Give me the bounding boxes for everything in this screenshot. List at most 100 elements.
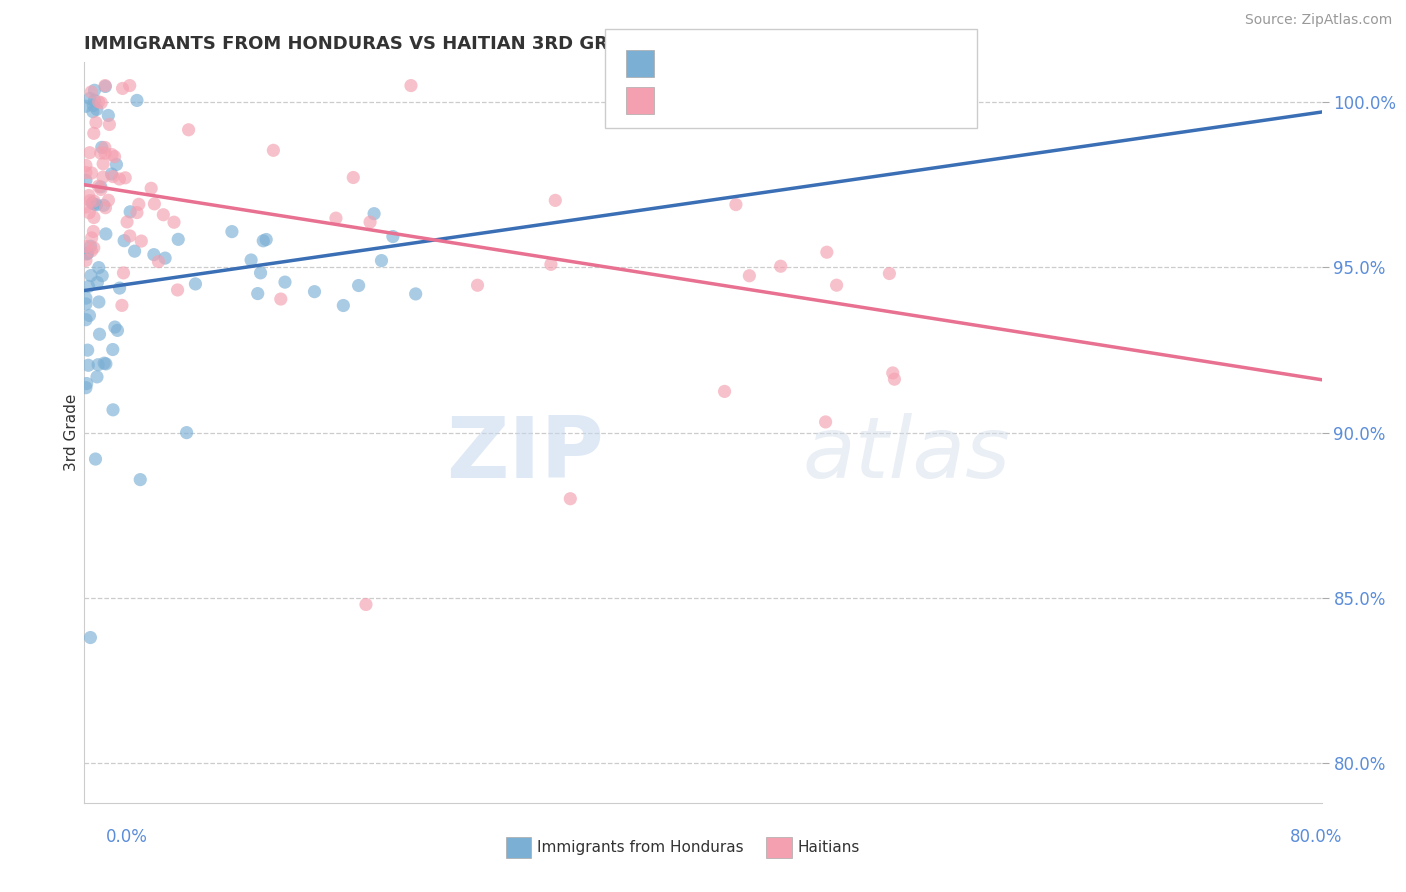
Point [89, 327, 111, 342]
Point [177, 122, 200, 136]
Point [108, 172, 131, 186]
Point [79, 194, 101, 208]
Point [93, 356, 115, 370]
Point [87, 295, 110, 310]
Point [254, 233, 277, 247]
Point [82, 104, 104, 119]
Point [405, 287, 427, 301]
Point [347, 278, 370, 293]
Point [91, 268, 114, 283]
Point [101, 169, 124, 184]
Point [270, 292, 292, 306]
Point [83, 197, 105, 211]
Point [75, 253, 97, 268]
Point [77, 279, 100, 293]
Point [75, 158, 97, 172]
Point [76, 343, 98, 358]
Point [94, 201, 117, 215]
Point [112, 234, 135, 248]
Point [882, 366, 904, 380]
Point [79, 239, 101, 253]
Point [814, 415, 837, 429]
Point [83, 94, 105, 108]
Text: Haitians: Haitians [797, 840, 859, 855]
Point [363, 207, 385, 221]
Point [94, 79, 117, 94]
Point [80, 85, 103, 99]
Point [75, 165, 97, 179]
Point [883, 372, 905, 386]
Text: atlas: atlas [801, 413, 1010, 496]
Point [91, 170, 114, 185]
Point [163, 215, 186, 229]
Text: R = 0.340   N = 72: R = 0.340 N = 72 [662, 54, 846, 71]
Point [97, 108, 120, 122]
Point [118, 228, 141, 243]
Y-axis label: 3rd Grade: 3rd Grade [63, 394, 79, 471]
Text: 80.0%: 80.0% [1291, 828, 1343, 846]
Point [93, 198, 115, 212]
Point [252, 234, 274, 248]
Point [129, 473, 152, 487]
Point [825, 278, 848, 293]
Point [94, 227, 117, 241]
Point [118, 78, 141, 93]
Point [97, 194, 120, 208]
Point [101, 147, 124, 161]
Point [246, 286, 269, 301]
Point [82, 98, 104, 112]
Point [75, 99, 97, 113]
Point [75, 381, 97, 395]
Point [80, 244, 103, 258]
Point [167, 232, 190, 246]
Point [342, 170, 364, 185]
Point [84, 452, 107, 467]
Point [108, 281, 131, 295]
Point [152, 208, 174, 222]
Point [83, 194, 105, 208]
Point [115, 215, 138, 229]
Point [80, 166, 103, 180]
Text: R = -0.511   N = 74: R = -0.511 N = 74 [662, 91, 853, 109]
Point [86, 198, 108, 212]
Point [91, 157, 114, 171]
Point [75, 291, 97, 305]
Point [76, 246, 98, 260]
Point [80, 268, 103, 283]
Point [86, 276, 108, 290]
Point [713, 384, 735, 399]
Point [142, 247, 165, 261]
Point [80, 231, 103, 245]
Point [83, 83, 105, 97]
Point [90, 146, 112, 161]
Point [90, 180, 112, 194]
Point [94, 357, 117, 371]
Point [87, 179, 110, 194]
Point [75, 200, 97, 214]
Point [101, 402, 124, 417]
Point [75, 312, 97, 326]
Point [304, 285, 326, 299]
Point [76, 247, 98, 261]
Point [75, 239, 97, 253]
Text: Immigrants from Honduras: Immigrants from Honduras [537, 840, 744, 855]
Point [90, 140, 112, 154]
Point [148, 254, 170, 268]
Point [79, 309, 101, 323]
Point [143, 197, 166, 211]
Point [90, 95, 112, 110]
Point [332, 298, 354, 312]
Point [84, 115, 107, 129]
Point [104, 320, 127, 334]
Point [141, 181, 163, 195]
Point [124, 244, 146, 259]
Point [79, 631, 101, 645]
Point [125, 205, 148, 219]
Point [105, 157, 128, 171]
Point [125, 94, 148, 108]
Point [94, 140, 117, 154]
Point [184, 277, 207, 291]
Point [176, 425, 198, 440]
Point [98, 118, 121, 132]
Text: ZIP: ZIP [446, 413, 605, 496]
